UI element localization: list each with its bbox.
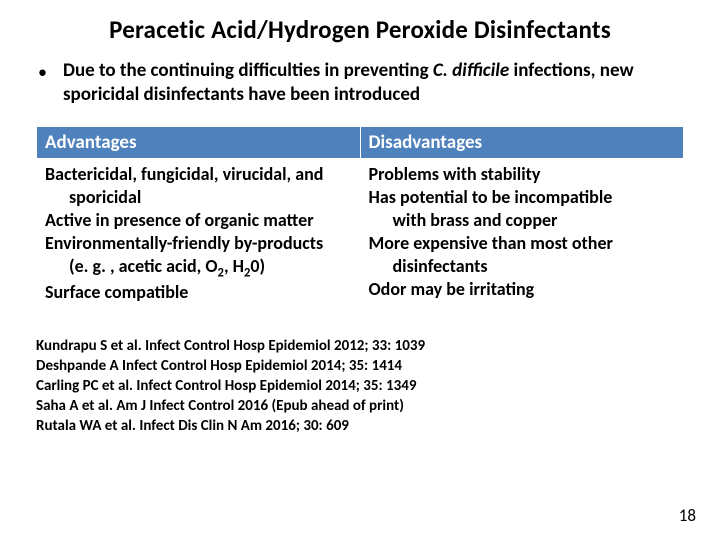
adv-l3: Active in presence of organic matter bbox=[45, 209, 314, 231]
td-advantages: Bactericidal, fungicidal, virucidal, and… bbox=[37, 158, 361, 309]
adv-l5: (e. g. , acetic acid, O2, H20) bbox=[45, 255, 265, 282]
bullet-pre: Due to the continuing difficulties in pr… bbox=[63, 59, 433, 82]
slide-title: Peracetic Acid/Hydrogen Peroxide Disinfe… bbox=[36, 14, 684, 45]
bullet-item: • Due to the continuing difficulties in … bbox=[36, 59, 684, 108]
adv-l4: Environmentally-friendly by-products bbox=[45, 232, 323, 254]
ref-3: Carling PC et al. Infect Control Hosp Ep… bbox=[36, 377, 684, 397]
dis-l4: More expensive than most other bbox=[369, 232, 613, 254]
ref-2: Deshpande A Infect Control Hosp Epidemio… bbox=[36, 357, 684, 377]
references: Kundrapu S et al. Infect Control Hosp Ep… bbox=[36, 337, 684, 436]
ref-5: Rutala WA et al. Infect Dis Clin N Am 20… bbox=[36, 417, 684, 437]
dis-l3: with brass and copper bbox=[369, 209, 558, 232]
adv-l6: Surface compatible bbox=[45, 281, 188, 303]
dis-l1: Problems with stability bbox=[369, 163, 541, 185]
dis-l5: disinfectants bbox=[369, 255, 488, 278]
ref-4: Saha A et al. Am J Infect Control 2016 (… bbox=[36, 397, 684, 417]
adv-l2: sporicidal bbox=[45, 186, 141, 209]
ref-1: Kundrapu S et al. Infect Control Hosp Ep… bbox=[36, 337, 684, 357]
bullet-text: Due to the continuing difficulties in pr… bbox=[63, 59, 684, 108]
bullet-italic: C. difficile bbox=[433, 59, 509, 82]
page-number: 18 bbox=[679, 505, 696, 526]
td-disadvantages: Problems with stability Has potential to… bbox=[360, 158, 684, 309]
adv-l1: Bactericidal, fungicidal, virucidal, and bbox=[45, 163, 323, 185]
th-advantages: Advantages bbox=[37, 126, 361, 158]
slide: Peracetic Acid/Hydrogen Peroxide Disinfe… bbox=[0, 0, 720, 540]
dis-l2: Has potential to be incompatible bbox=[369, 186, 613, 208]
bullet-marker: • bbox=[38, 59, 47, 85]
dis-l6: Odor may be irritating bbox=[369, 278, 535, 300]
th-disadvantages: Disadvantages bbox=[360, 126, 684, 158]
advantages-table: Advantages Disadvantages Bactericidal, f… bbox=[36, 126, 684, 310]
